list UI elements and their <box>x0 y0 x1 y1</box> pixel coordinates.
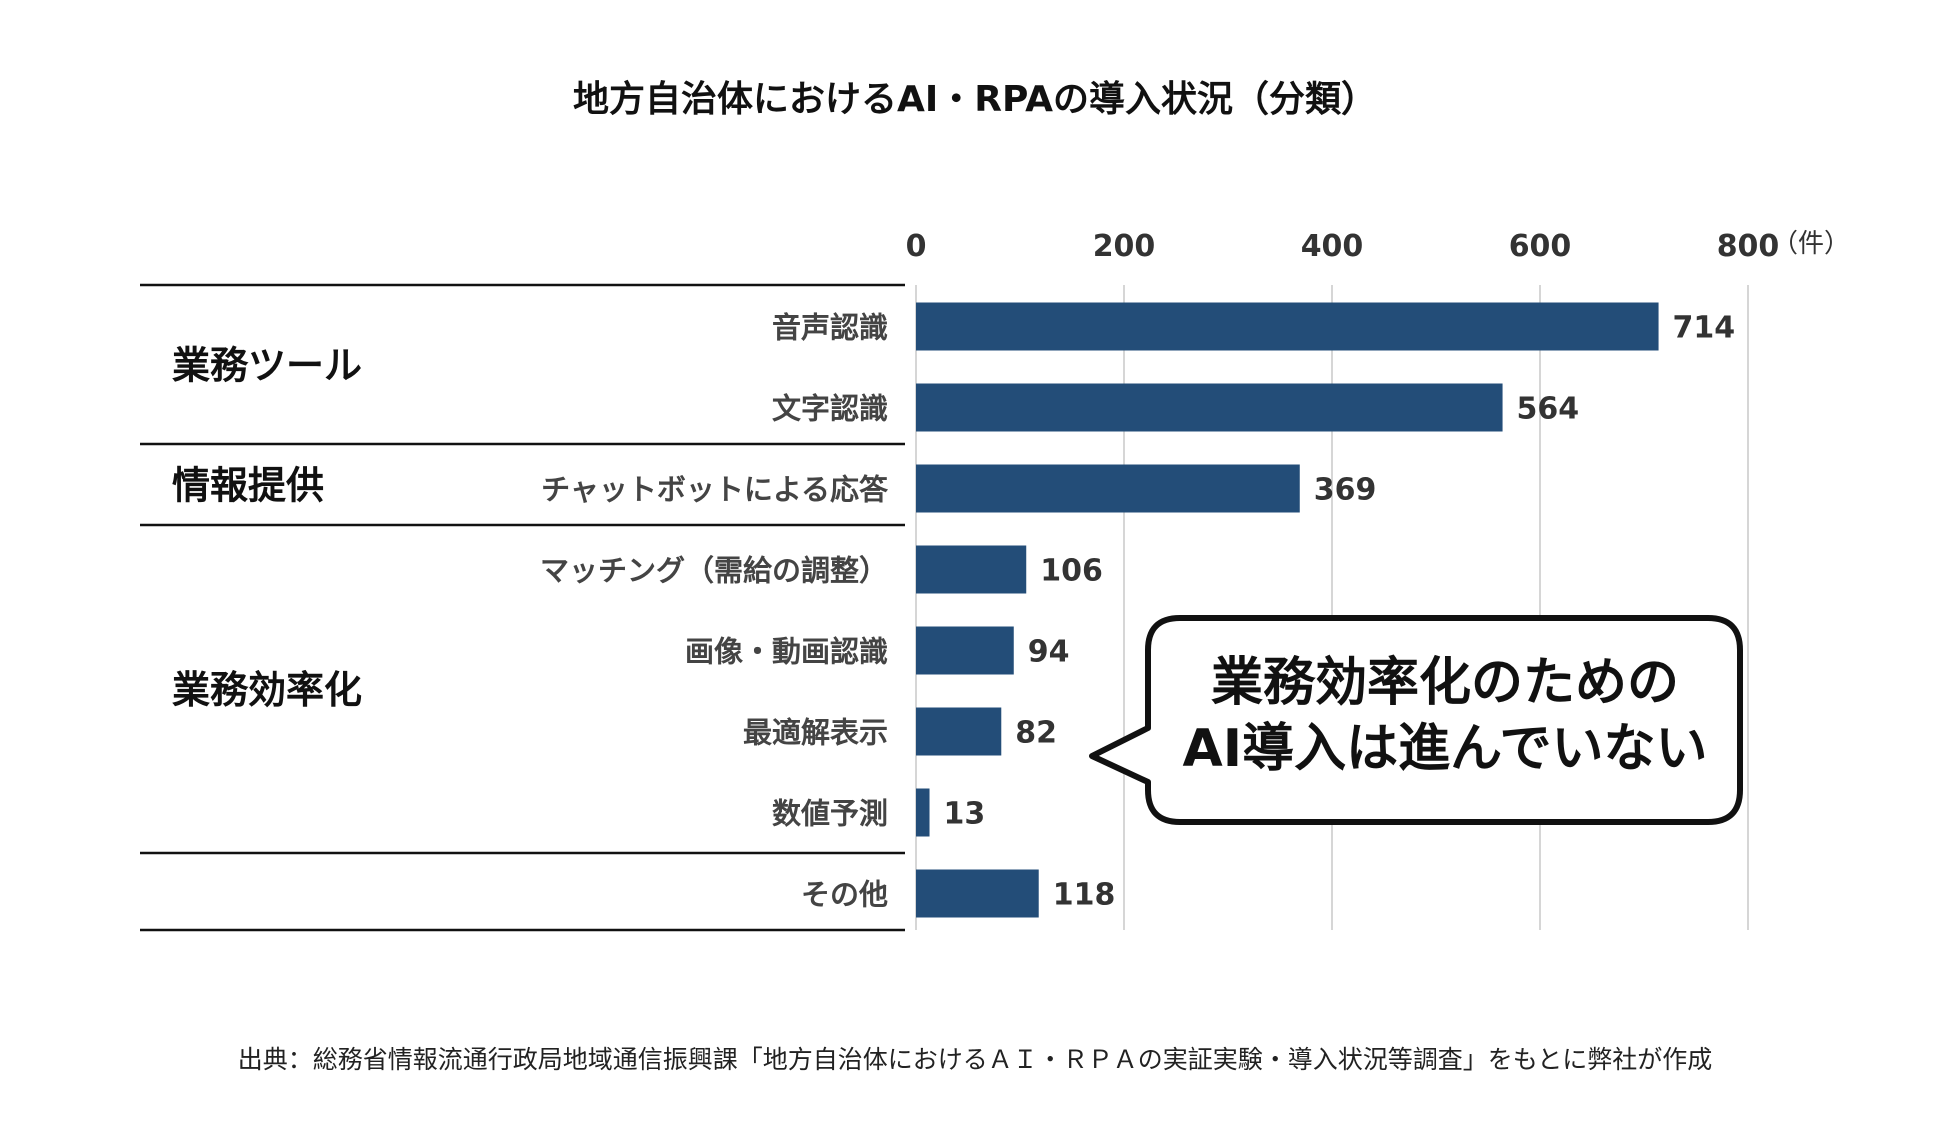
category-label-5: 画像・動画認識 <box>685 635 888 669</box>
group-label-3: 業務効率化 <box>172 668 362 712</box>
callout-bubble <box>1089 615 1743 825</box>
data-label-1: 714 <box>1673 311 1736 346</box>
bars: 714 564 369 106 94 82 13 118 <box>916 302 1736 918</box>
category-label-1: 音声認識 <box>772 311 888 345</box>
category-label-4: マッチング（需給の調整） <box>540 554 888 588</box>
category-label-7: 数値予測 <box>772 797 888 831</box>
x-tick-200: 200 <box>1093 229 1156 264</box>
group-label-1: 業務ツール <box>172 344 362 388</box>
bar-5 <box>916 626 1014 675</box>
x-tick-800: 800 <box>1717 229 1780 264</box>
category-label-3: チャットボットによる応答 <box>541 473 889 507</box>
callout-line-2: AI導入は進んでいない <box>1182 719 1708 779</box>
category-label-8: その他 <box>801 878 888 912</box>
chart-title: 地方自治体におけるAI・RPAの導入状況（分類） <box>573 79 1377 120</box>
x-tick-400: 400 <box>1301 229 1364 264</box>
data-label-7: 13 <box>944 797 986 832</box>
bar-6 <box>916 707 1002 756</box>
data-label-2: 564 <box>1517 392 1580 427</box>
category-label-6: 最適解表示 <box>743 716 888 750</box>
source-note: 出典：総務省情報流通行政局地域通信振興課「地方自治体におけるＡＩ・ＲＰＡの実証実… <box>237 1045 1713 1074</box>
callout-line-1: 業務効率化のための <box>1210 653 1679 713</box>
group-separators <box>140 283 905 932</box>
data-label-6: 82 <box>1015 716 1057 751</box>
bar-8 <box>916 869 1039 918</box>
group-label-2: 情報提供 <box>172 464 324 508</box>
bar-2 <box>916 383 1503 432</box>
callout-bubble-shape <box>1089 615 1743 825</box>
bar-7 <box>916 788 930 837</box>
x-unit-label: （件） <box>1772 229 1850 259</box>
bar-1 <box>916 302 1659 351</box>
x-tick-600: 600 <box>1509 229 1572 264</box>
bar-3 <box>916 464 1300 513</box>
bar-4 <box>916 545 1027 594</box>
x-tick-0: 0 <box>906 229 927 264</box>
grid-lines <box>915 285 1749 930</box>
data-label-3: 369 <box>1314 473 1377 508</box>
category-label-2: 文字認識 <box>772 392 888 426</box>
data-label-8: 118 <box>1053 878 1116 913</box>
data-label-4: 106 <box>1040 554 1103 589</box>
x-tick-labels: 0 200 400 600 800（件） <box>906 229 1850 264</box>
callout-text: 業務効率化のための AI導入は進んでいない <box>1150 650 1740 782</box>
data-label-5: 94 <box>1028 635 1070 670</box>
